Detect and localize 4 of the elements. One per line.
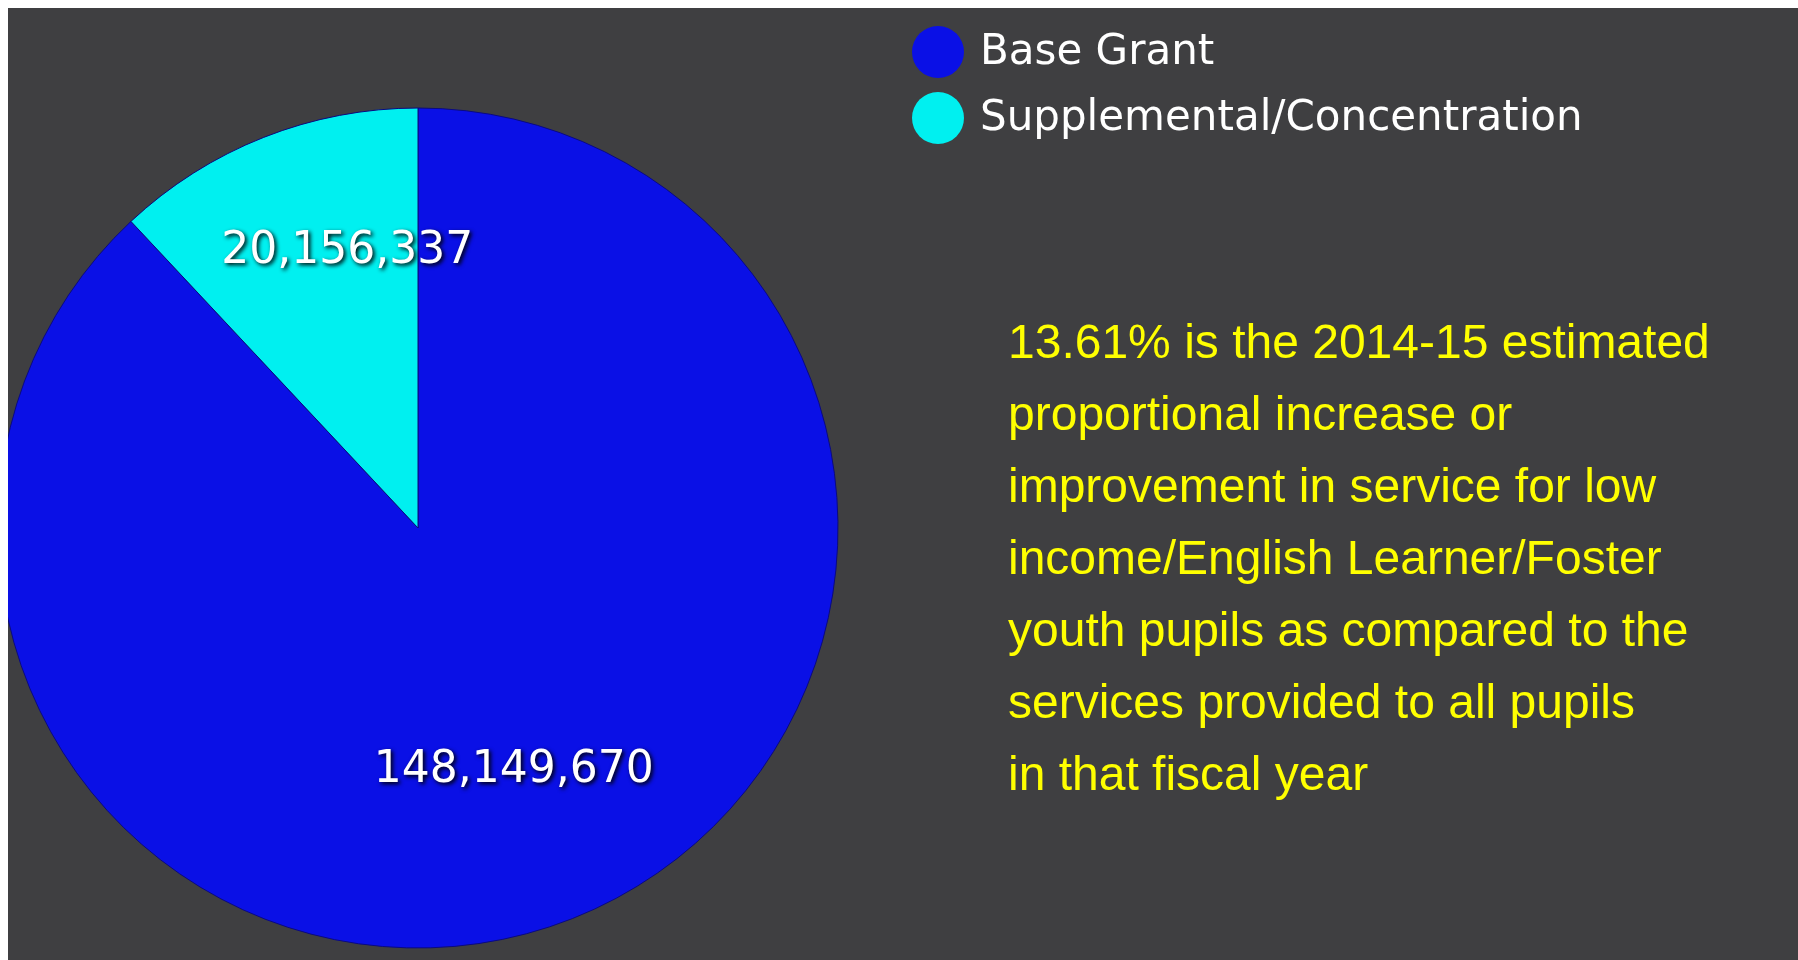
- legend-label: Supplemental/Concentration: [980, 90, 1583, 140]
- legend-label: Base Grant: [980, 24, 1215, 74]
- data-label: 148,149,670: [373, 741, 654, 793]
- text: 13.61% is the 2014-15 estimated proportional increase or improvement in service for low income/English Learner/Foster youth pupils as compared to the services provided to all pupils in that fiscal year: [1008, 315, 1710, 800]
